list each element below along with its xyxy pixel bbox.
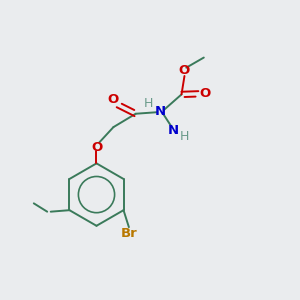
Text: H: H — [180, 130, 190, 142]
Text: O: O — [179, 64, 190, 77]
Text: O: O — [107, 93, 119, 106]
Text: Br: Br — [121, 227, 137, 241]
Text: N: N — [168, 124, 179, 136]
Text: O: O — [92, 141, 103, 154]
Text: O: O — [200, 87, 211, 100]
Text: H: H — [144, 97, 154, 110]
Text: N: N — [154, 105, 166, 118]
